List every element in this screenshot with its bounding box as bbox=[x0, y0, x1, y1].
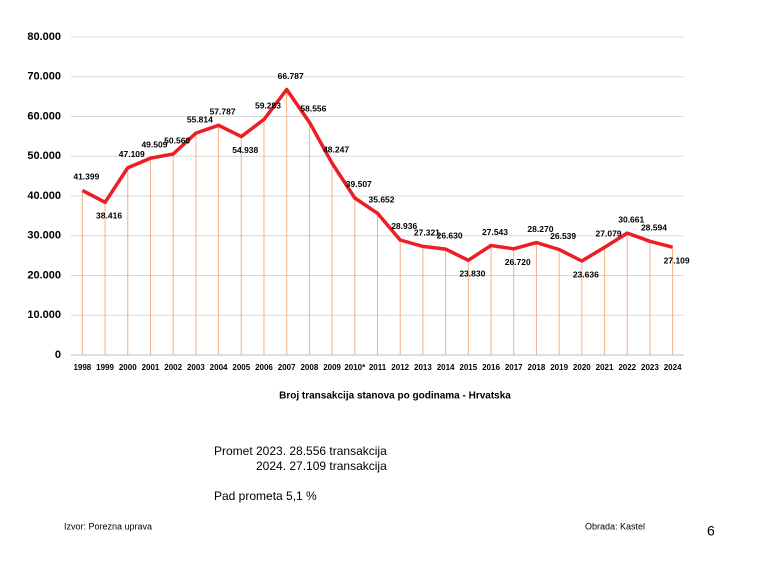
x-tick-label: 2012 bbox=[391, 363, 409, 372]
note-line: Promet 2023. 28.556 transakcija bbox=[214, 444, 387, 458]
x-tick-label: 1999 bbox=[96, 363, 114, 372]
x-tick-label: 2022 bbox=[618, 363, 636, 372]
y-tick-label: 80.000 bbox=[27, 31, 61, 43]
x-tick-label: 2000 bbox=[119, 363, 137, 372]
data-label: 38.416 bbox=[96, 211, 122, 221]
data-label: 41.399 bbox=[73, 172, 99, 182]
data-label: 48.247 bbox=[323, 144, 349, 154]
data-label: 27.543 bbox=[482, 227, 508, 237]
x-tick-label: 2014 bbox=[437, 363, 455, 372]
data-label: 57.787 bbox=[210, 107, 236, 117]
x-tick-label: 2008 bbox=[300, 363, 318, 372]
x-tick-label: 2021 bbox=[596, 363, 614, 372]
data-label: 26.720 bbox=[505, 257, 531, 267]
y-tick-label: 60.000 bbox=[27, 110, 61, 122]
x-tick-label: 2017 bbox=[505, 363, 523, 372]
data-label: 66.787 bbox=[278, 71, 304, 81]
data-label: 26.630 bbox=[437, 230, 463, 240]
y-tick-label: 20.000 bbox=[27, 269, 61, 281]
note-line: 2024. 27.109 transakcija bbox=[256, 459, 387, 473]
y-tick-label: 0 bbox=[55, 349, 61, 361]
data-label: 27.109 bbox=[664, 255, 690, 265]
data-label: 30.661 bbox=[618, 214, 644, 224]
data-label: 54.938 bbox=[232, 145, 258, 155]
data-label: 27.321 bbox=[414, 228, 440, 238]
data-label: 28.270 bbox=[527, 224, 553, 234]
x-tick-label: 2007 bbox=[278, 363, 296, 372]
x-tick-label: 2005 bbox=[232, 363, 250, 372]
source: Izvor: Porezna uprava bbox=[64, 521, 152, 531]
data-label: 50.560 bbox=[164, 135, 190, 145]
x-axis-title: Broj transakcija stanova po godinama - H… bbox=[279, 391, 511, 402]
data-label: 47.109 bbox=[119, 149, 145, 159]
data-label: 35.652 bbox=[369, 195, 395, 205]
y-tick-label: 40.000 bbox=[27, 190, 61, 202]
data-label: 59.283 bbox=[255, 101, 281, 111]
note-line: Pad prometa 5,1 % bbox=[214, 489, 317, 503]
y-tick-label: 50.000 bbox=[27, 150, 61, 162]
x-tick-label: 2002 bbox=[164, 363, 182, 372]
page-number: 6 bbox=[707, 523, 715, 539]
data-label: 23.830 bbox=[459, 269, 485, 279]
x-tick-label: 2019 bbox=[550, 363, 568, 372]
x-tick-label: 2011 bbox=[369, 363, 387, 372]
x-tick-label: 2023 bbox=[641, 363, 659, 372]
data-label: 26.539 bbox=[550, 231, 576, 241]
data-label: 58.556 bbox=[300, 103, 326, 113]
data-label: 27.079 bbox=[596, 229, 622, 239]
x-tick-label: 2016 bbox=[482, 363, 500, 372]
data-label: 39.507 bbox=[346, 179, 372, 189]
y-tick-label: 10.000 bbox=[27, 309, 61, 321]
x-tick-label: 2013 bbox=[414, 363, 432, 372]
x-tick-label: 2003 bbox=[187, 363, 205, 372]
x-tick-label: 2020 bbox=[573, 363, 591, 372]
y-tick-label: 70.000 bbox=[27, 71, 61, 83]
data-label: 55.814 bbox=[187, 114, 213, 124]
data-label: 23.636 bbox=[573, 269, 599, 279]
x-tick-label: 2009 bbox=[323, 363, 341, 372]
x-tick-label: 2004 bbox=[210, 363, 228, 372]
x-tick-label: 2018 bbox=[528, 363, 546, 372]
x-tick-label: 1998 bbox=[73, 363, 91, 372]
data-label: 28.936 bbox=[391, 221, 417, 231]
data-label: 28.594 bbox=[641, 223, 667, 233]
data-line bbox=[81, 87, 674, 263]
x-tick-label: 2006 bbox=[255, 363, 273, 372]
x-tick-label: 2010* bbox=[344, 363, 366, 372]
x-tick-label: 2015 bbox=[459, 363, 477, 372]
data-label: 49.509 bbox=[141, 139, 167, 149]
credit: Obrada: Kastel bbox=[585, 521, 645, 531]
x-tick-label: 2001 bbox=[142, 363, 160, 372]
y-tick-label: 30.000 bbox=[27, 230, 61, 242]
x-tick-label: 2024 bbox=[664, 363, 682, 372]
